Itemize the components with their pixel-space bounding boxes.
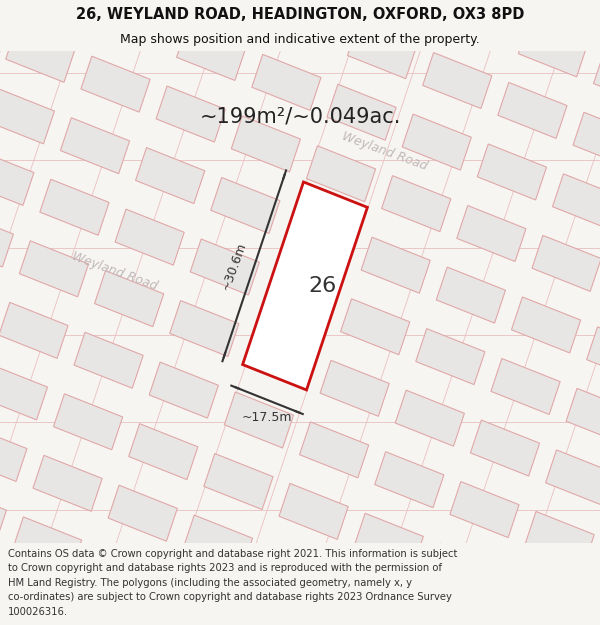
Polygon shape xyxy=(443,0,512,47)
Polygon shape xyxy=(0,211,13,267)
Polygon shape xyxy=(128,424,198,479)
Polygon shape xyxy=(184,515,253,571)
Polygon shape xyxy=(354,513,424,569)
Polygon shape xyxy=(242,182,367,390)
Polygon shape xyxy=(13,517,82,573)
Polygon shape xyxy=(176,24,246,81)
Polygon shape xyxy=(108,485,178,541)
Text: ~30.6m: ~30.6m xyxy=(219,240,248,292)
Polygon shape xyxy=(40,179,109,235)
Polygon shape xyxy=(33,456,102,511)
Polygon shape xyxy=(450,482,519,538)
Polygon shape xyxy=(279,483,348,539)
Polygon shape xyxy=(505,573,574,625)
Polygon shape xyxy=(149,362,218,418)
Polygon shape xyxy=(491,359,560,414)
Polygon shape xyxy=(197,0,266,19)
Text: HM Land Registry. The polygons (including the associated geometry, namely x, y: HM Land Registry. The polygons (includin… xyxy=(8,578,412,587)
Polygon shape xyxy=(566,388,600,444)
Text: co-ordinates) are subject to Crown copyright and database rights 2023 Ordnance S: co-ordinates) are subject to Crown copyr… xyxy=(8,592,452,602)
Polygon shape xyxy=(593,51,600,107)
Polygon shape xyxy=(224,392,293,448)
Polygon shape xyxy=(320,360,389,416)
Polygon shape xyxy=(101,0,170,51)
Polygon shape xyxy=(341,299,410,355)
Polygon shape xyxy=(402,114,472,170)
Text: 100026316.: 100026316. xyxy=(8,607,68,617)
Polygon shape xyxy=(163,577,232,625)
Text: Weyland Road: Weyland Road xyxy=(340,130,430,173)
Polygon shape xyxy=(525,511,594,568)
Polygon shape xyxy=(375,452,444,508)
Text: 26, WEYLAND ROAD, HEADINGTON, OXFORD, OX3 8PD: 26, WEYLAND ROAD, HEADINGTON, OXFORD, OX… xyxy=(76,7,524,22)
Polygon shape xyxy=(272,0,341,49)
Polygon shape xyxy=(307,146,376,202)
Polygon shape xyxy=(252,54,321,111)
Polygon shape xyxy=(0,426,27,481)
Polygon shape xyxy=(347,22,416,79)
Polygon shape xyxy=(156,86,225,142)
Polygon shape xyxy=(190,239,259,295)
Polygon shape xyxy=(422,52,492,109)
Polygon shape xyxy=(545,450,600,506)
Polygon shape xyxy=(478,144,547,200)
Text: to Crown copyright and database rights 2023 and is reproduced with the permissio: to Crown copyright and database rights 2… xyxy=(8,563,442,573)
Polygon shape xyxy=(211,177,280,234)
Polygon shape xyxy=(61,118,130,174)
Polygon shape xyxy=(204,454,273,509)
Polygon shape xyxy=(470,420,539,476)
Text: Weyland Road: Weyland Road xyxy=(70,250,160,293)
Polygon shape xyxy=(0,88,55,144)
Polygon shape xyxy=(382,176,451,232)
Polygon shape xyxy=(170,301,239,356)
Text: Map shows position and indicative extent of the property.: Map shows position and indicative extent… xyxy=(120,34,480,46)
Polygon shape xyxy=(0,364,47,420)
Polygon shape xyxy=(368,0,437,17)
Polygon shape xyxy=(231,116,301,172)
Polygon shape xyxy=(587,327,600,382)
Polygon shape xyxy=(259,545,328,601)
Polygon shape xyxy=(81,56,150,112)
Polygon shape xyxy=(532,236,600,291)
Polygon shape xyxy=(0,487,7,543)
Polygon shape xyxy=(436,267,505,323)
Polygon shape xyxy=(511,297,581,353)
Polygon shape xyxy=(74,332,143,388)
Polygon shape xyxy=(95,271,164,327)
Polygon shape xyxy=(361,238,430,293)
Polygon shape xyxy=(26,0,95,21)
Polygon shape xyxy=(327,84,396,140)
Polygon shape xyxy=(334,575,403,625)
Polygon shape xyxy=(0,149,34,206)
Polygon shape xyxy=(115,209,184,265)
Text: ~17.5m: ~17.5m xyxy=(242,411,292,424)
Polygon shape xyxy=(53,394,122,450)
Polygon shape xyxy=(19,241,89,297)
Polygon shape xyxy=(580,603,600,625)
Polygon shape xyxy=(238,606,307,625)
Polygon shape xyxy=(136,148,205,204)
Polygon shape xyxy=(416,329,485,384)
Polygon shape xyxy=(498,82,567,138)
Text: 26: 26 xyxy=(309,276,337,296)
Polygon shape xyxy=(573,112,600,168)
Polygon shape xyxy=(0,302,68,358)
Polygon shape xyxy=(430,543,499,599)
Polygon shape xyxy=(6,26,75,82)
Polygon shape xyxy=(553,174,600,230)
Polygon shape xyxy=(409,605,478,625)
Polygon shape xyxy=(88,547,157,602)
Text: Contains OS data © Crown copyright and database right 2021. This information is : Contains OS data © Crown copyright and d… xyxy=(8,549,457,559)
Polygon shape xyxy=(518,21,587,77)
Polygon shape xyxy=(245,331,314,386)
Polygon shape xyxy=(299,422,369,478)
Text: ~199m²/~0.049ac.: ~199m²/~0.049ac. xyxy=(199,107,401,127)
Polygon shape xyxy=(457,206,526,261)
Polygon shape xyxy=(395,390,464,446)
